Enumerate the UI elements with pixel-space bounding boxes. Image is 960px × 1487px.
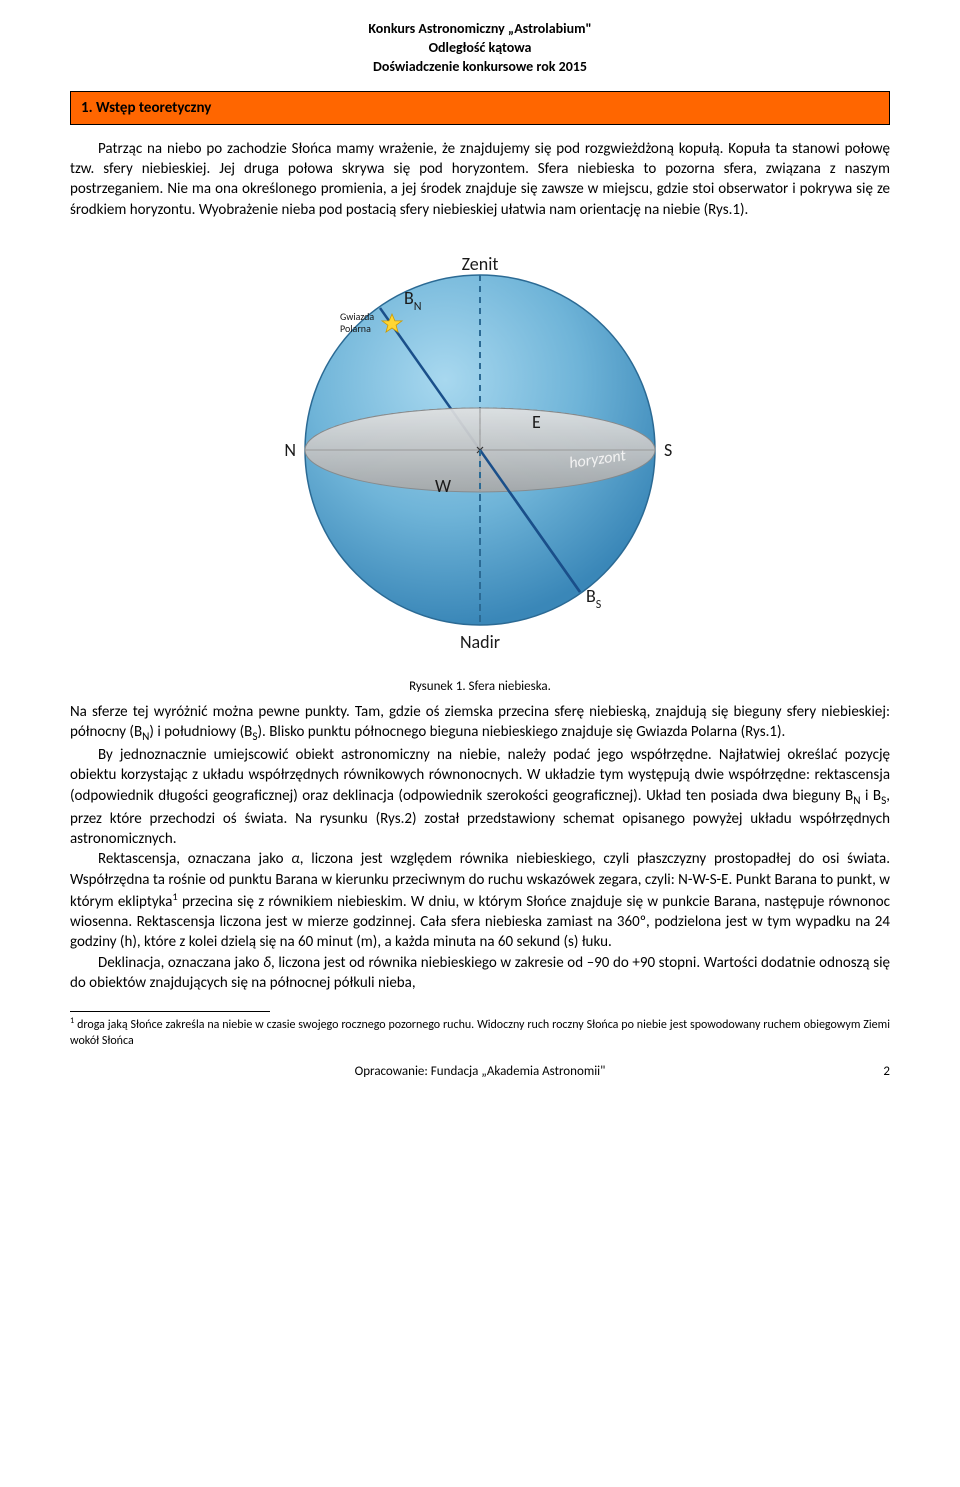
footnote-separator — [70, 1011, 270, 1012]
doc-header: Konkurs Astronomiczny „Astrolabium" Odle… — [70, 20, 890, 77]
label-zenit: Zenit — [462, 253, 499, 275]
label-bs: BS — [586, 585, 602, 612]
paragraph-2: Na sferze tej wyróżnić można pewne punkt… — [70, 702, 890, 745]
header-line2: Odległość kątowa — [70, 39, 890, 58]
label-nadir: Nadir — [460, 631, 500, 653]
label-polarna-2: Polarna — [340, 322, 371, 335]
paragraph-4: Rektascensja, oznaczana jako α, liczona … — [70, 849, 890, 952]
figure-celestial-sphere: Zenit Nadir BN BS N S E W horyzont Gwiaz… — [70, 230, 890, 696]
page-number: 2 — [883, 1063, 890, 1081]
section-title-text: 1. Wstęp teoretyczny — [81, 99, 211, 117]
paragraph-3: By jednoznacznie umiejscowić obiekt astr… — [70, 745, 890, 849]
label-e: E — [532, 411, 541, 433]
sphere-diagram-svg: Zenit Nadir BN BS N S E W horyzont Gwiaz… — [270, 230, 690, 670]
label-w: W — [435, 475, 451, 497]
label-s: S — [664, 439, 672, 461]
paragraph-5: Deklinacja, oznaczana jako δ, liczona je… — [70, 953, 890, 994]
footer-credit: Opracowanie: Fundacja „Akademia Astronom… — [70, 1063, 890, 1081]
intro-paragraph: Patrząc na niebo po zachodzie Słońca mam… — [70, 139, 890, 220]
figure-caption: Rysunek 1. Sfera niebieska. — [70, 678, 890, 696]
section-title: 1. Wstęp teoretyczny — [70, 91, 890, 125]
label-n: N — [284, 439, 296, 461]
header-line1: Konkurs Astronomiczny „Astrolabium" — [70, 20, 890, 39]
footnote-1: 1 droga jaką Słońce zakreśla na niebie w… — [70, 1016, 890, 1049]
header-line3: Doświadczenie konkursowe rok 2015 — [70, 58, 890, 77]
